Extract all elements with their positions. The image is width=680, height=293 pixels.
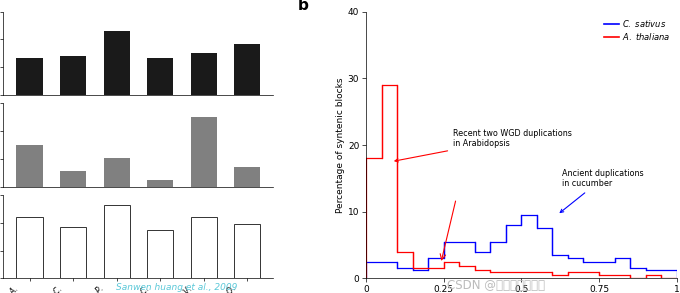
Text: CSDN @生信学习小达人: CSDN @生信学习小达人 [447, 279, 545, 292]
Bar [147, 180, 173, 187]
Bar [60, 171, 86, 187]
Text: Recent two WGD duplications
in Arabidopsis: Recent two WGD duplications in Arabidops… [395, 129, 572, 162]
Bar [16, 145, 43, 187]
Bar [190, 217, 217, 278]
Text: Ancient duplications
in cucumber: Ancient duplications in cucumber [560, 169, 643, 212]
Y-axis label: Percentage of syntenic blocks: Percentage of syntenic blocks [336, 77, 345, 213]
Bar [103, 158, 130, 187]
Bar [16, 57, 43, 95]
Bar [234, 224, 260, 278]
Bar [103, 205, 130, 278]
Bar [147, 57, 173, 95]
Text: Sanwen huang et al., 2009: Sanwen huang et al., 2009 [116, 282, 237, 292]
Bar [103, 31, 130, 95]
Bar [147, 230, 173, 278]
Bar [60, 227, 86, 278]
Bar [190, 53, 217, 95]
Bar [234, 167, 260, 187]
Bar [16, 217, 43, 278]
Bar [234, 44, 260, 95]
Bar [190, 117, 217, 187]
Bar [60, 56, 86, 95]
Text: b: b [298, 0, 309, 13]
Legend: $\it{C.}$ $\it{sativus}$, $\it{A.}$ $\it{thaliana}$: $\it{C.}$ $\it{sativus}$, $\it{A.}$ $\it… [602, 16, 673, 44]
